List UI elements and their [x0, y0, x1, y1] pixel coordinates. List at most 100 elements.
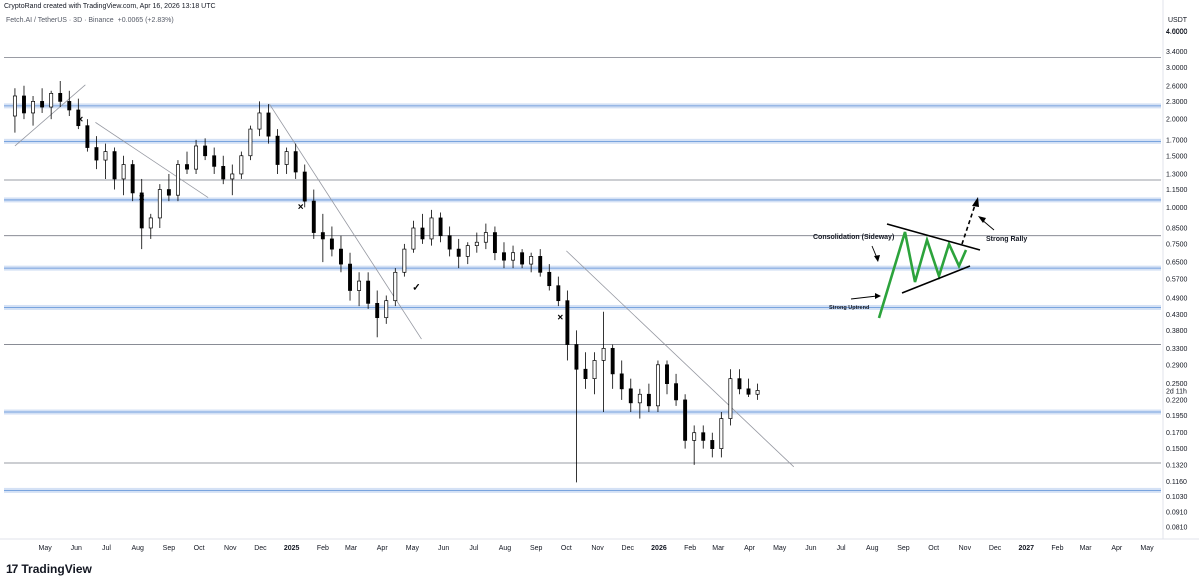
candle: [456, 238, 461, 269]
price-tick-label: 2.3000: [1166, 99, 1188, 106]
time-axis[interactable]: May Jun Jul Aug Sep Oct Nov Dec 2025 Feb Mar Apr May…: [0, 538, 1199, 552]
pattern-drawing: Consolidation (Sideway) Strong Uptrend Str…: [813, 197, 1027, 319]
candle-body: [12, 95, 17, 117]
candle: [429, 209, 434, 246]
candle-body: [257, 112, 262, 130]
rally-pointer-head: [978, 216, 986, 223]
tradingview-brand: 17 TradingView: [6, 562, 92, 576]
candle-body: [592, 360, 597, 380]
candle: [556, 276, 561, 307]
candle: [502, 242, 506, 269]
candle-body: [194, 145, 199, 170]
candle-body: [502, 252, 506, 261]
candle: [737, 369, 742, 395]
candle-body: [339, 248, 343, 265]
candle: [520, 249, 525, 269]
candle: [637, 388, 642, 419]
candle: [474, 232, 479, 253]
candle: [655, 360, 660, 413]
price-tick-label: 2.6000: [1166, 83, 1188, 90]
candle-body: [103, 151, 108, 161]
price-tick-label: 0.1160: [1166, 479, 1187, 486]
time-tick-label: Apr: [744, 545, 756, 552]
candle-body: [402, 248, 407, 273]
candle-body: [185, 164, 189, 170]
triangle-lower-line: [901, 265, 971, 294]
candle: [139, 178, 144, 250]
candle-body: [58, 93, 63, 102]
time-tick-label: Jul: [102, 545, 111, 552]
candle: [148, 213, 153, 239]
candle: [719, 412, 724, 458]
time-tick-label: Mar: [345, 545, 358, 552]
rally-label: Strong Rally: [986, 236, 1027, 243]
price-tick-label: 1.5000: [1166, 153, 1188, 160]
candle-body: [94, 147, 99, 161]
candle-body: [583, 368, 588, 380]
candle: [58, 80, 63, 108]
cross-marker: ×: [77, 114, 83, 125]
time-tick-label: Sep: [897, 545, 910, 552]
consolidation-label: Consolidation (Sideway): [813, 234, 894, 241]
time-tick-label: Nov: [224, 545, 237, 552]
time-tick-label: Aug: [131, 545, 144, 552]
candle-body: [293, 151, 298, 173]
candle: [402, 243, 407, 277]
candle-body: [76, 109, 81, 127]
candle: [22, 85, 26, 120]
candle: [293, 143, 298, 179]
candle-body: [67, 101, 72, 111]
candle: [483, 223, 488, 250]
candle: [755, 383, 760, 400]
symbol-name: Fetch.AI / TetherUS · 3D · Binance: [6, 17, 114, 24]
candle: [565, 290, 570, 361]
price-tick-label: 1.7000: [1166, 137, 1188, 144]
time-tick-label: Mar: [712, 545, 725, 552]
symbol-legend: Fetch.AI / TetherUS · 3D · Binance +0.006…: [6, 17, 174, 24]
triangle-upper-line: [886, 223, 981, 251]
price-tick-label: 0.7500: [1166, 241, 1188, 248]
price-tick-label: 0.2200: [1166, 397, 1188, 404]
tradingview-logo-icon: 17: [6, 562, 18, 576]
candle-body: [320, 232, 325, 240]
price-tick-label: 1.1500: [1166, 187, 1188, 194]
candle: [348, 252, 352, 301]
candle-body: [239, 155, 244, 175]
price-tick-label: 0.5700: [1166, 276, 1188, 283]
candle-body: [628, 388, 633, 404]
candle: [447, 226, 452, 257]
time-tick-label: Dec: [254, 545, 267, 552]
candle: [284, 147, 289, 174]
candle-body: [130, 164, 135, 194]
currency-label: USDT: [1168, 17, 1188, 24]
candle-body: [275, 135, 280, 165]
candle: [185, 151, 189, 174]
cross-marker: ×: [139, 193, 145, 204]
price-tick-label: 3.0000: [1166, 65, 1188, 72]
candle-body: [619, 373, 624, 390]
candle: [492, 226, 497, 261]
candle-body: [203, 145, 208, 157]
time-tick-label: Apr: [377, 545, 389, 552]
horizontal-levels: [4, 57, 1161, 493]
time-tick-label: May: [1140, 545, 1154, 552]
chart-credit: CryptoRand created with TradingView.com,…: [4, 3, 216, 10]
candle: [683, 394, 688, 449]
candle-body: [646, 393, 651, 407]
trendline: [14, 84, 86, 147]
candle-body: [665, 364, 669, 385]
time-tick-label: Jun: [71, 545, 82, 552]
time-tick-label: Oct: [928, 545, 939, 552]
candle: [610, 344, 615, 389]
consolidation-pointer-head: [874, 255, 880, 262]
time-tick-label: 2025: [284, 545, 300, 552]
candle-body: [384, 300, 389, 319]
time-tick-label: May: [39, 545, 53, 552]
candle-body: [710, 440, 715, 449]
rally-arrow-head: [972, 197, 979, 207]
candle: [212, 147, 217, 174]
candle: [248, 125, 253, 161]
price-tick-label: 0.1030: [1166, 494, 1188, 501]
